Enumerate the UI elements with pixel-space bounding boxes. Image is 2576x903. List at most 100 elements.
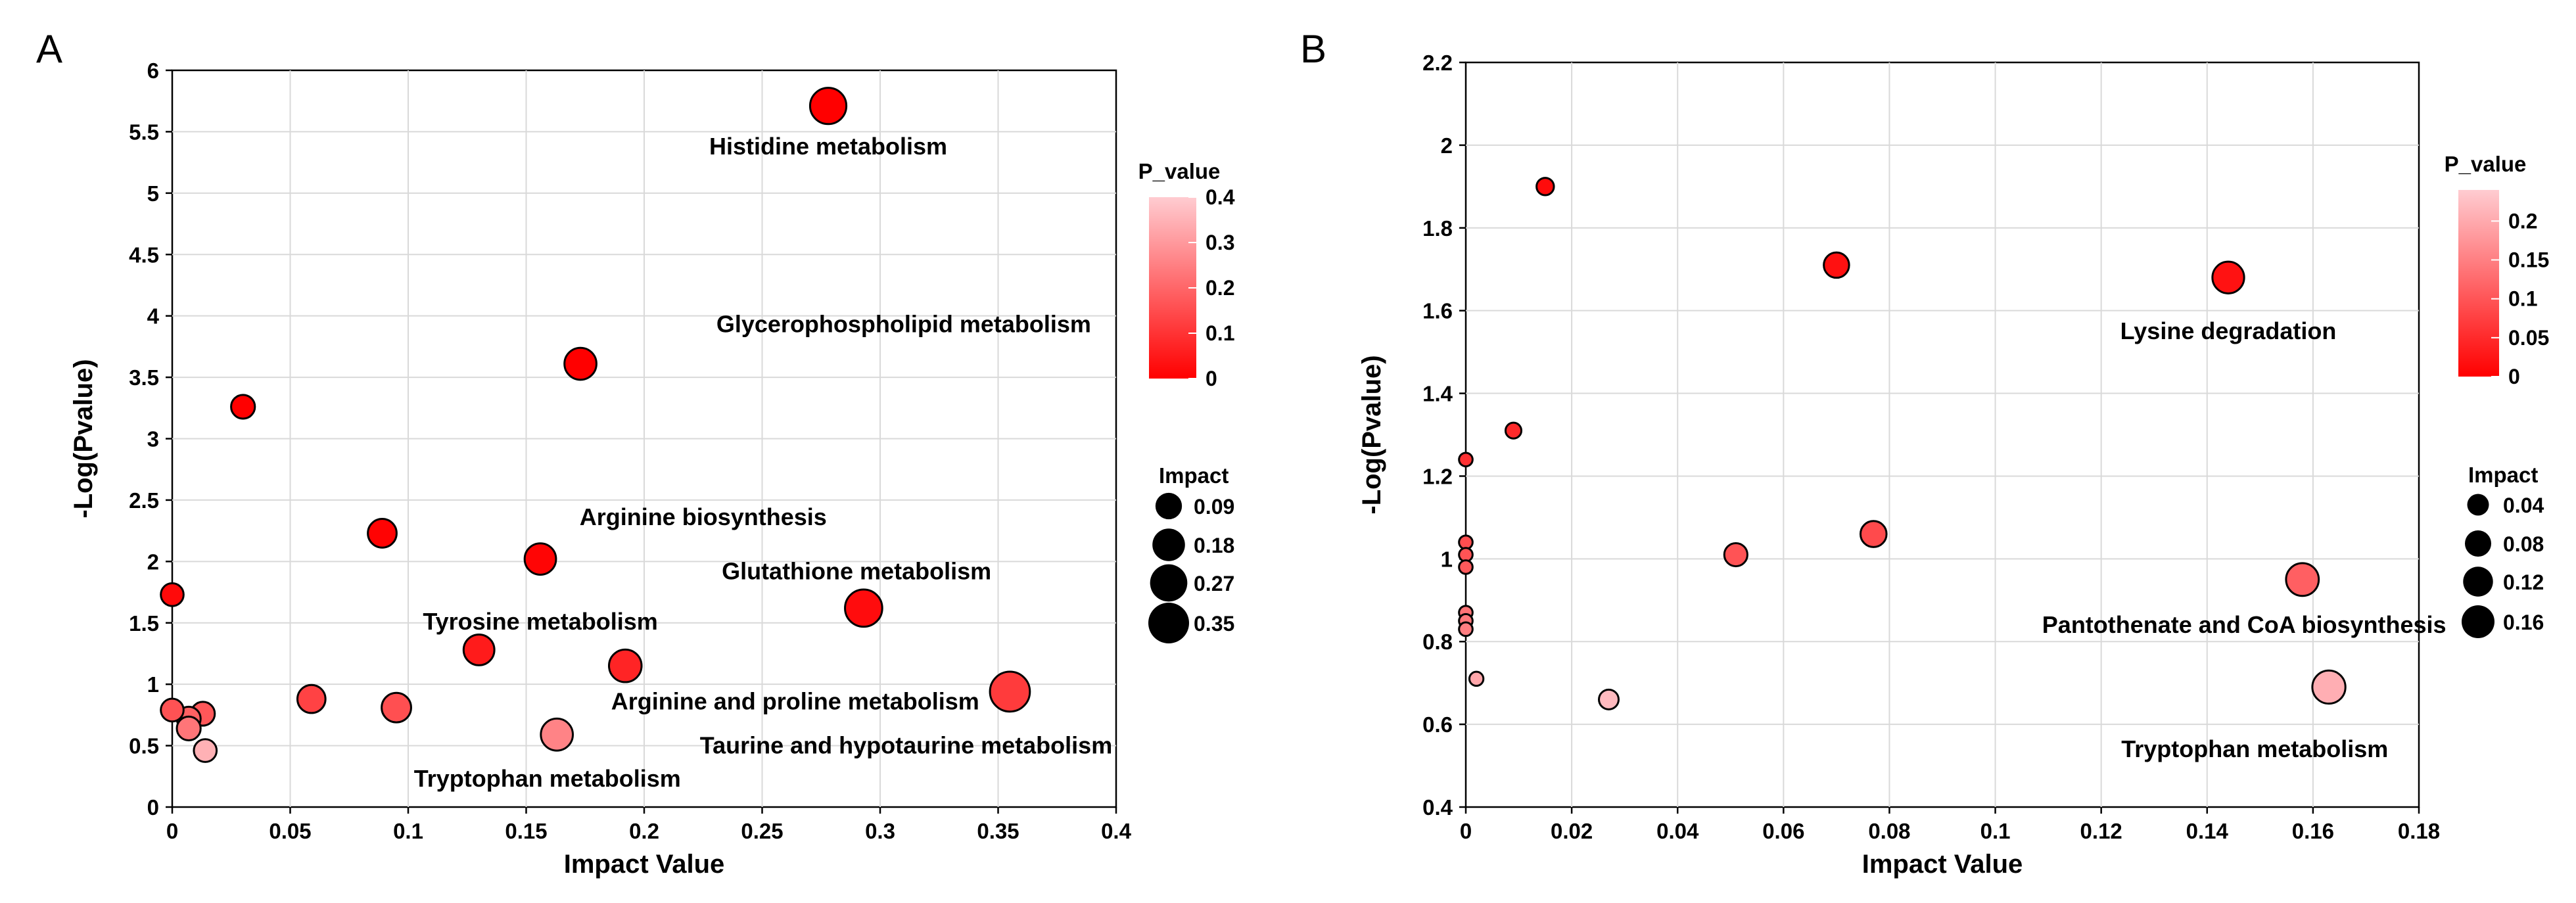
color-legend-tick: 0.1 [1206,321,1234,345]
pathway-label: Glutathione metabolism [722,557,991,584]
color-legend-title: P_value [2445,152,2527,176]
color-legend-tick: 0.05 [2508,326,2549,350]
y-tick-label: 1.2 [1422,464,1453,488]
size-legend-label: 0.08 [2503,532,2544,556]
color-legend-tick: 0.1 [2508,287,2537,311]
y-tick-label: 0 [147,795,159,820]
data-point [1458,559,1474,575]
y-tick-label: 1.4 [1422,382,1453,406]
color-legend-tick: 0 [1206,367,1217,390]
size-legend-label: 0.16 [2503,611,2544,634]
pathway-label: Pantothenate and CoA biosynthesis [2042,611,2447,638]
color-legend-tick: 0.3 [1206,231,1234,254]
color-legend-tick: 0.4 [1206,185,1235,209]
y-tick-label: 1 [147,672,159,697]
size-legend-label: 0.35 [1194,612,1234,636]
size-legend-marker [2463,567,2493,597]
y-tick-label: 1.6 [1422,299,1453,323]
x-tick-label: 0.04 [1656,819,1699,843]
size-legend-marker [1152,528,1185,561]
data-point [462,633,496,666]
y-tick-label: 1.5 [129,611,159,636]
color-legend-tick: 0 [2508,365,2520,388]
data-point [1859,520,1888,548]
y-tick-label: 4.5 [129,243,159,267]
data-point [2285,562,2320,597]
x-tick-label: 0 [166,819,178,843]
data-point [2211,260,2245,294]
data-point [1823,251,1850,279]
y-tick-label: 5.5 [129,120,159,144]
data-point [367,517,398,549]
data-point [193,738,218,763]
data-point [1504,421,1523,440]
color-legend-title: P_value [1138,159,1221,183]
x-tick-label: 0.02 [1551,819,1593,843]
data-point [1723,542,1748,568]
x-axis-title: Impact Value [564,850,725,879]
data-point [1535,177,1555,197]
y-tick-label: 1 [1441,547,1453,571]
color-legend-tick: 0.15 [2508,248,2549,272]
y-tick-label: 2 [1441,133,1453,158]
x-tick-label: 0.4 [1101,819,1132,843]
x-tick-label: 0.06 [1762,819,1804,843]
x-tick-label: 0.18 [2398,819,2440,843]
data-point [1598,688,1620,710]
pathway-label: Tryptophan metabolism [2121,735,2388,762]
data-point [1458,621,1474,637]
data-point [296,683,327,714]
data-point [989,670,1031,713]
size-legend-marker [2462,605,2494,638]
y-axis-title: -Log(Pvalue) [69,359,98,518]
size-legend-marker [2464,530,2492,557]
data-point [608,648,643,683]
x-tick-label: 0.35 [977,819,1019,843]
y-tick-label: 1.8 [1422,216,1453,241]
x-tick-label: 0.1 [393,819,423,843]
x-tick-label: 0.2 [629,819,659,843]
y-axis-title: -Log(Pvalue) [1357,355,1386,514]
data-point [563,346,597,381]
y-tick-label: 5 [147,181,159,206]
x-axis-title: Impact Value [1862,850,2023,879]
y-tick-label: 3.5 [129,365,159,390]
data-point [230,394,256,420]
y-tick-label: 2.5 [129,488,159,513]
data-point [808,87,848,126]
x-tick-label: 0.1 [1980,819,2011,843]
data-point [381,691,412,724]
color-legend-tick: 0.2 [1206,276,1234,300]
data-point [2311,669,2347,705]
size-legend-title: Impact [2468,463,2538,487]
size-legend-label: 0.27 [1194,572,1234,595]
size-legend-label: 0.04 [2503,494,2544,517]
data-point [844,588,883,628]
size-legend-label: 0.09 [1194,495,1234,519]
x-tick-label: 0.12 [2080,819,2122,843]
data-point [1468,670,1485,687]
x-tick-label: 0.3 [865,819,895,843]
panel-b: B 0 0.02 0.04 0.06 0.08 0.1 0.12 0.14 0.16 0.180.… [1300,27,2549,879]
data-point [523,542,557,576]
size-legend-marker [2467,494,2489,516]
y-tick-label: 2 [147,549,159,574]
x-tick-label: 0.16 [2292,819,2334,843]
y-tick-label: 3 [147,427,159,452]
size-legend-label: 0.18 [1194,534,1234,557]
pathway-label: Arginine and proline metabolism [611,687,979,714]
y-tick-label: 6 [147,58,159,83]
y-tick-label: 2.2 [1422,51,1453,75]
panel-label: B [1300,27,1326,71]
pathway-label: Histidine metabolism [709,133,947,160]
pathway-label: Tyrosine metabolism [423,608,657,635]
data-point [540,717,574,752]
color-legend-bar [2458,190,2499,377]
data-point [1458,452,1474,468]
size-legend-marker [1150,564,1188,602]
pathway-label: Taurine and hypotaurine metabolism [700,732,1112,759]
pathway-label: Lysine degradation [2120,317,2337,344]
pathway-label: Arginine biosynthesis [580,503,827,530]
x-tick-label: 0.08 [1868,819,1910,843]
